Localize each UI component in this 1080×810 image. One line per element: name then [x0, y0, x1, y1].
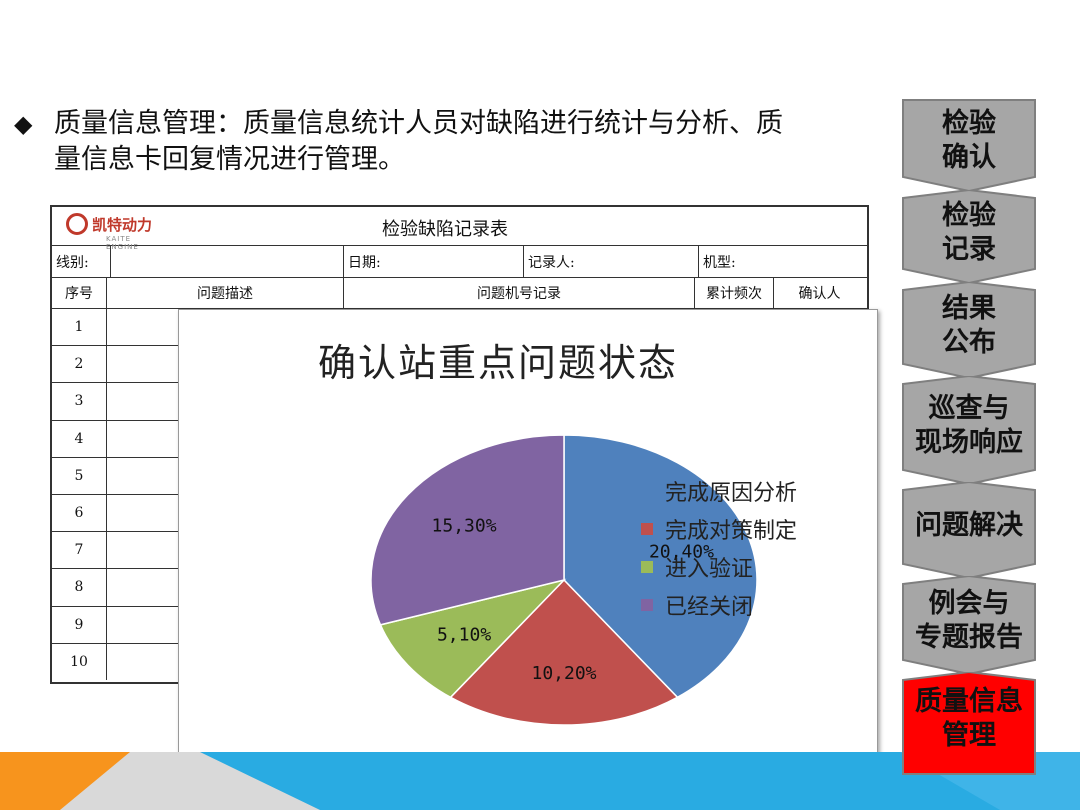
pie-slice-1	[449, 578, 679, 726]
line-label: 线别:	[52, 246, 111, 277]
header-confirm: 确认人	[798, 286, 841, 302]
chart-title: 确认站重点问题状态	[317, 341, 678, 385]
chart-legend: 完成原因分析 完成对策制定 进入验证已经关闭	[641, 472, 797, 624]
process-step-6[interactable]: 质量信息 管理	[901, 672, 1037, 776]
pie-slice-label: 10,20%	[531, 663, 596, 684]
legend-label: 已经关闭	[665, 595, 754, 620]
legend-label: 完成原因分析	[665, 481, 798, 506]
process-step-label: 结果 公布	[942, 293, 996, 358]
header-desc: 问题描述	[107, 278, 344, 308]
row-number: 9	[52, 606, 107, 643]
date-label: 日期:	[344, 246, 524, 277]
legend-swatch	[641, 599, 653, 611]
header-freq: 累计频次	[695, 278, 774, 308]
process-step-0[interactable]: 检验 确认	[901, 98, 1037, 193]
row-number: 5	[52, 457, 107, 494]
line-value	[111, 246, 344, 277]
pie-slice-2	[379, 578, 567, 699]
form-header-row: 序号 问题描述 问题机号记录 累计频次 确认人	[52, 278, 867, 309]
row-number: 2	[52, 346, 107, 383]
logo-subtext: KAITE ENGINE	[106, 235, 139, 251]
legend-swatch	[641, 485, 653, 497]
logo-icon	[66, 213, 88, 235]
bullet-text-line1: 质量信息管理：质量信息统计人员对缺陷进行统计与分析、质	[54, 108, 783, 139]
row-number: 7	[52, 532, 107, 569]
pie-chart: 20,40% 10,20% 5,10% 15,30%	[370, 434, 758, 726]
legend-item: 已经关闭	[641, 586, 797, 624]
pie-slice-0	[563, 434, 758, 699]
diamond-bullet-icon: ◆	[14, 110, 33, 138]
process-step-3[interactable]: 巡查与 现场响应	[901, 376, 1037, 486]
process-step-label: 质量信息 管理	[915, 686, 1023, 751]
form-title-row: 凯特动力 KAITE ENGINE 检验缺陷记录表	[52, 207, 867, 251]
pie-slice-3	[370, 434, 565, 626]
row-number: 3	[52, 383, 107, 420]
legend-swatch	[641, 523, 653, 535]
model-label: 机型:	[703, 254, 736, 271]
legend-swatch	[641, 561, 653, 573]
row-number: 1	[52, 309, 107, 346]
pie-slice-label: 5,10%	[437, 625, 491, 646]
form-title: 检验缺陷记录表	[382, 219, 508, 240]
legend-item: 完成原因分析	[641, 472, 797, 510]
process-step-2[interactable]: 结果 公布	[901, 282, 1037, 380]
process-step-label: 例会与 专题报告	[915, 588, 1023, 653]
bullet-paragraph: ◆ 质量信息管理：质量信息统计人员对缺陷进行统计与分析、质 量信息卡回复情况进行…	[14, 106, 884, 175]
row-number: 10	[52, 643, 107, 680]
recorder-label: 记录人:	[524, 246, 699, 277]
pie-slice-label: 20,40%	[649, 541, 714, 562]
pie-chart-panel: 确认站重点问题状态 20,40% 10,20% 5,10% 15,30% 完成原因分析…	[178, 309, 878, 763]
header-machine: 问题机号记录	[344, 278, 695, 308]
legend-item: 完成对策制定	[641, 510, 797, 548]
process-step-label: 检验 记录	[942, 199, 996, 265]
legend-item: 进入验证	[641, 548, 797, 586]
process-step-4[interactable]: 问题解决	[901, 482, 1037, 580]
process-step-label: 问题解决	[915, 510, 1023, 541]
row-number: 4	[52, 420, 107, 457]
logo-text: 凯特动力	[92, 215, 153, 234]
process-sidebar: 检验 确认检验 记录结果 公布巡查与 现场响应问题解决例会与 专题报告 质量信息 …	[901, 98, 1037, 776]
form-info-row: 线别: 日期: 记录人: 机型:	[52, 246, 867, 278]
row-number: 6	[52, 495, 107, 532]
process-step-5[interactable]: 例会与 专题报告	[901, 576, 1037, 676]
company-logo: 凯特动力 KAITE ENGINE	[66, 213, 153, 251]
pie-slice-label: 15,30%	[432, 515, 497, 536]
bullet-text-line2: 量信息卡回复情况进行管理。	[54, 144, 405, 175]
legend-label: 完成对策制定	[665, 519, 798, 544]
header-seq: 序号	[52, 278, 107, 308]
process-step-label: 检验 确认	[942, 107, 996, 173]
row-number: 8	[52, 569, 107, 606]
process-step-1[interactable]: 检验 记录	[901, 190, 1037, 285]
process-step-label: 巡查与 现场响应	[915, 393, 1023, 458]
legend-label: 进入验证	[665, 557, 754, 582]
